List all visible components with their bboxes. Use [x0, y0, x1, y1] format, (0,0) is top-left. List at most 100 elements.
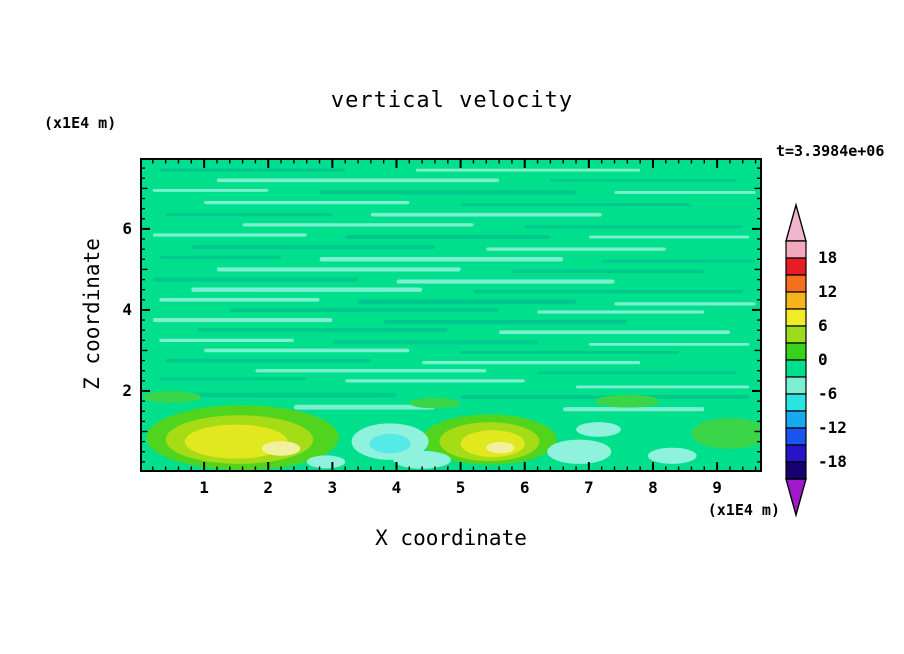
- contour-streak: [242, 223, 474, 227]
- colorbar-segment: [785, 359, 807, 378]
- contour-streak: [601, 259, 756, 263]
- contour-streak: [524, 225, 743, 229]
- colorbar-segment: [785, 342, 807, 361]
- colorbar-segment: [785, 376, 807, 395]
- contour-streak: [345, 234, 551, 240]
- contour-streak: [473, 289, 743, 294]
- colorbar-label: -6: [818, 384, 837, 403]
- contour-streak: [159, 255, 282, 259]
- x-axis-unit-label: (x1E4 m): [707, 501, 780, 519]
- contour-streak: [216, 178, 500, 183]
- contour-blob: [261, 441, 301, 456]
- contour-streak: [499, 330, 730, 335]
- x-tick-label: 7: [584, 478, 594, 497]
- contour-blob: [595, 394, 660, 408]
- colorbar-label: -18: [818, 452, 847, 471]
- contour-blob: [409, 397, 461, 409]
- contour-streak: [152, 392, 397, 398]
- contour-streak: [460, 350, 679, 355]
- x-tick-label: 5: [455, 478, 466, 497]
- x-tick-label: 2: [263, 478, 274, 497]
- colorbar-arrow-bottom: [785, 478, 807, 518]
- contour-field: [140, 158, 762, 472]
- contour-streak: [588, 342, 750, 346]
- contour-streak: [159, 168, 346, 172]
- contour-streak: [165, 213, 333, 217]
- contour-blob: [647, 447, 697, 464]
- x-axis-label: X coordinate: [375, 526, 527, 550]
- contour-streak: [563, 407, 705, 412]
- contour-streak: [165, 358, 371, 363]
- contour-blob: [184, 424, 288, 459]
- y-tick-label: 2: [122, 380, 132, 400]
- contour-streak: [159, 297, 320, 302]
- colorbar-segment: [785, 427, 807, 446]
- colorbar-label: 6: [818, 316, 828, 335]
- contour-streak: [204, 200, 410, 205]
- colorbar-segment: [785, 393, 807, 412]
- x-tick-label: 4: [391, 478, 402, 497]
- colorbar-label: -12: [818, 418, 847, 437]
- colorbar-segment: [785, 240, 807, 259]
- y-axis-label: Z coordinate: [80, 238, 104, 390]
- contour-streak: [293, 404, 435, 410]
- contour-streak: [486, 247, 666, 251]
- colorbar-segment: [785, 291, 807, 310]
- contour-streak: [588, 235, 750, 239]
- colorbar-segment: [785, 308, 807, 327]
- chart-title: vertical velocity: [330, 88, 574, 113]
- colorbar-arrow-top: [785, 202, 807, 242]
- x-tick-label: 1: [199, 478, 209, 497]
- colorbar-label: 18: [818, 248, 837, 267]
- contour-streak: [537, 371, 737, 375]
- contour-streak: [152, 318, 333, 323]
- contour-blob: [547, 439, 612, 464]
- contour-blob: [486, 442, 515, 454]
- x-tick-label: 8: [648, 478, 658, 497]
- x-tick-label: 9: [712, 478, 722, 497]
- contour-streak: [511, 269, 705, 274]
- contour-streak: [614, 302, 756, 306]
- contour-blob: [576, 422, 621, 437]
- contour-streak: [460, 202, 692, 207]
- contour-streak: [152, 233, 307, 237]
- contour-blob: [369, 433, 411, 454]
- contour-streak: [415, 168, 641, 172]
- contour-blob: [691, 418, 762, 449]
- contour-blob: [143, 391, 201, 403]
- colorbar-segment: [785, 325, 807, 344]
- colorbar-segment: [785, 410, 807, 429]
- contour-streak: [537, 310, 705, 314]
- x-tick-label: 6: [519, 478, 530, 497]
- contour-streak: [159, 338, 294, 342]
- y-axis-unit-label: (x1E4 m): [44, 114, 117, 132]
- contour-streak: [358, 299, 577, 305]
- colorbar-segment: [785, 461, 807, 480]
- colorbar-segment: [785, 257, 807, 276]
- y-tick-label: 4: [122, 299, 132, 319]
- contour-streak: [197, 328, 448, 333]
- contour-streak: [319, 257, 564, 262]
- contour-streak: [255, 369, 487, 373]
- time-annotation: t=3.3984e+06: [776, 142, 885, 160]
- contour-streak: [152, 188, 269, 192]
- contour-blob: [306, 455, 346, 469]
- contour-streak: [422, 360, 641, 365]
- contour-streak: [614, 191, 756, 194]
- contour-streak: [159, 377, 307, 381]
- contour-streak: [191, 245, 435, 250]
- contour-blob: [393, 450, 451, 469]
- contour-streak: [204, 348, 410, 353]
- contour-streak: [319, 190, 577, 195]
- colorbar-segment: [785, 274, 807, 293]
- contour-streak: [345, 379, 525, 383]
- x-tick-label: 3: [327, 478, 338, 497]
- plot-frame: [140, 158, 762, 472]
- contour-streak: [576, 385, 750, 389]
- colorbar-segment: [785, 444, 807, 463]
- contour-streak: [216, 267, 461, 272]
- contour-streak: [383, 319, 628, 325]
- field-content: [140, 158, 762, 472]
- colorbar-label: 12: [818, 282, 837, 301]
